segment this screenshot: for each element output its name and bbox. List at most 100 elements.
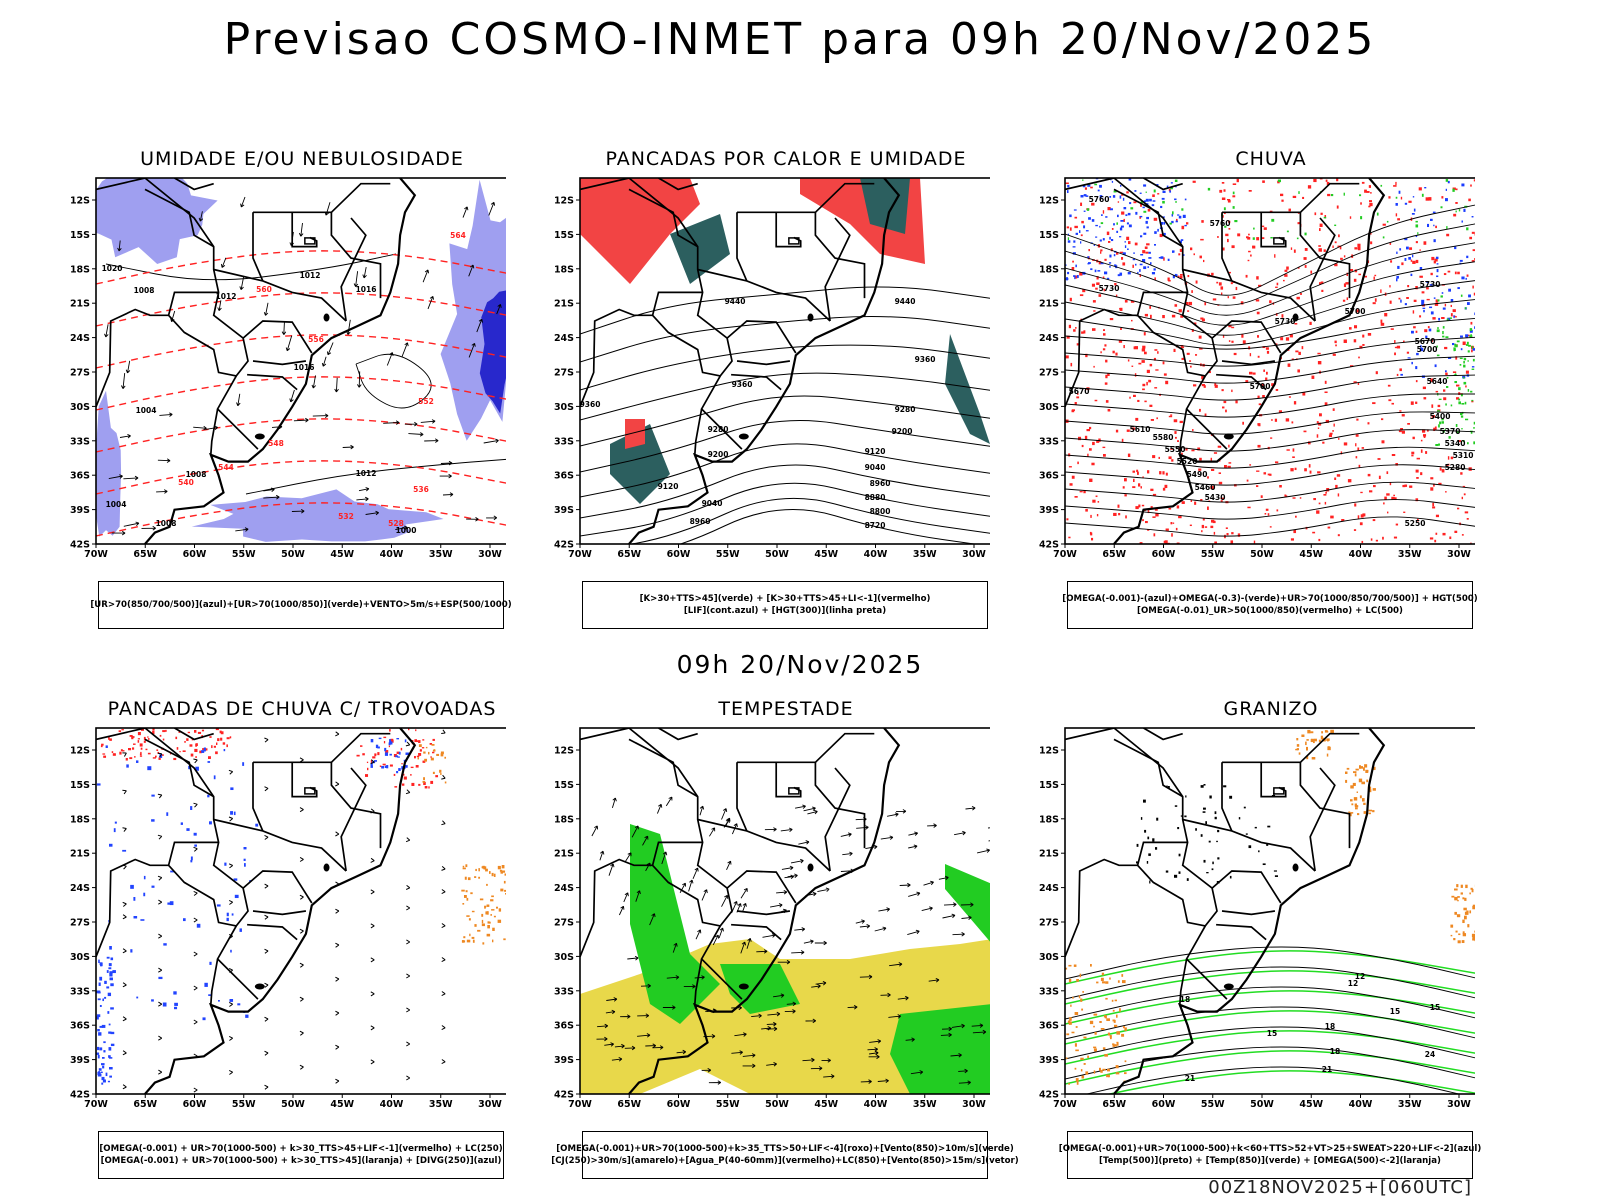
streamline-arrow: [299, 1030, 304, 1036]
border-line: [580, 841, 703, 958]
instability-speckle: [471, 910, 475, 913]
storm-speckle: [208, 756, 211, 759]
height-contour: [1065, 429, 1475, 452]
divergence-speckle: [216, 904, 221, 907]
rain-speckle: [1269, 300, 1272, 304]
lon-tick-label: 50W: [281, 1099, 305, 1110]
divergence-speckle: [96, 1014, 101, 1018]
streamline-arrow: [299, 962, 304, 968]
omega-speckle: [1135, 211, 1138, 215]
temp500-speckle: [1214, 816, 1217, 820]
wind-vector: [869, 1039, 882, 1044]
rain-speckle: [1345, 282, 1349, 285]
rain-speckle: [1137, 471, 1139, 475]
wind-vector: [662, 1005, 676, 1010]
omega-speckle: [1093, 1013, 1098, 1016]
rain-speckle: [1139, 542, 1143, 544]
omega-strong-speckle: [1162, 200, 1165, 204]
rain-speckle: [1318, 248, 1322, 252]
wind-vector: [289, 389, 295, 403]
omega-speckle: [1462, 931, 1465, 935]
rain-speckle: [1176, 505, 1180, 509]
border-line: [1221, 910, 1276, 916]
omega-speckle: [1462, 933, 1467, 937]
omega-strong-speckle: [1463, 381, 1467, 385]
rain-speckle: [1163, 257, 1165, 261]
rain-speckle: [1124, 494, 1127, 497]
rain-speckle: [1178, 516, 1182, 519]
rain-speckle: [1228, 340, 1231, 342]
rain-speckle: [1267, 513, 1270, 516]
rain-speckle: [1381, 418, 1384, 421]
rain-speckle: [1143, 332, 1146, 336]
rain-speckle: [1178, 309, 1182, 313]
rain-speckle: [1304, 265, 1307, 268]
omega-speckle: [1433, 239, 1436, 243]
rain-speckle: [1430, 378, 1434, 382]
omega-strong-speckle: [1449, 317, 1452, 319]
rain-speckle: [1381, 440, 1385, 444]
rain-speckle: [1311, 375, 1315, 379]
rain-speckle: [1445, 372, 1448, 376]
omega-strong-speckle: [1469, 328, 1473, 331]
rain-speckle: [1179, 420, 1183, 424]
lon-tick-label: 70W: [568, 549, 592, 560]
wind-vector: [427, 295, 435, 310]
omega-strong-speckle: [1175, 201, 1177, 203]
rain-speckle: [1228, 220, 1231, 223]
wind-vector: [767, 1011, 781, 1017]
rain-speckle: [1404, 484, 1408, 487]
omega-speckle: [1149, 198, 1152, 202]
rain-speckle: [1329, 432, 1333, 435]
rain-speckle: [1138, 483, 1141, 487]
rain-speckle: [1373, 276, 1375, 280]
rain-speckle: [1221, 197, 1226, 200]
wind-vector: [860, 1079, 872, 1084]
divergence-speckle: [207, 761, 211, 763]
wind-vector: [597, 1023, 609, 1029]
divergence-speckle: [370, 762, 373, 767]
contour-label: 5460: [1195, 483, 1216, 492]
omega-speckle: [1472, 938, 1475, 941]
storm-speckle: [372, 756, 376, 759]
omega-strong-speckle: [1445, 179, 1449, 182]
divergence-speckle: [169, 901, 174, 906]
wind-vector: [817, 887, 830, 893]
streamline-arrow: [264, 914, 269, 920]
rain-speckle: [1072, 260, 1074, 263]
wind-vector: [683, 984, 696, 989]
omega-speckle: [1447, 180, 1450, 184]
omega-speckle: [1068, 964, 1072, 967]
omega-speckle: [1065, 967, 1068, 970]
border-line: [1065, 728, 1228, 1000]
omega-speckle: [1454, 246, 1457, 250]
wind-vector: [859, 974, 873, 980]
streamline-arrow: [335, 1044, 340, 1050]
wind-vector: [123, 521, 140, 527]
storm-speckle: [220, 737, 223, 741]
rain-speckle: [1133, 346, 1135, 350]
border-line: [330, 182, 391, 213]
omega-strong-speckle: [1334, 224, 1337, 227]
storm-speckle: [165, 729, 167, 732]
wind-vector: [988, 840, 990, 842]
lat-tick-label: 21S: [554, 299, 574, 310]
streamline-arrow: [370, 857, 375, 863]
streamline-arrow: [335, 908, 340, 914]
temp500-speckle: [1217, 829, 1220, 833]
wind-vector: [721, 808, 728, 820]
omega-speckle: [1306, 746, 1308, 751]
border-line: [209, 408, 219, 455]
omega-speckle: [1085, 1071, 1089, 1075]
omega-speckle: [1461, 276, 1465, 280]
thickness-contour: [96, 250, 506, 285]
rain-speckle: [1121, 438, 1124, 442]
storm-speckle: [432, 751, 435, 754]
rain-speckle: [1131, 427, 1136, 430]
contour-label: 1012: [216, 292, 237, 301]
streamline-arrow: [335, 1010, 340, 1016]
rain-speckle: [1319, 413, 1322, 417]
lagoon: [1223, 433, 1234, 440]
coastline: [628, 178, 901, 544]
divergence-speckle: [106, 956, 110, 959]
